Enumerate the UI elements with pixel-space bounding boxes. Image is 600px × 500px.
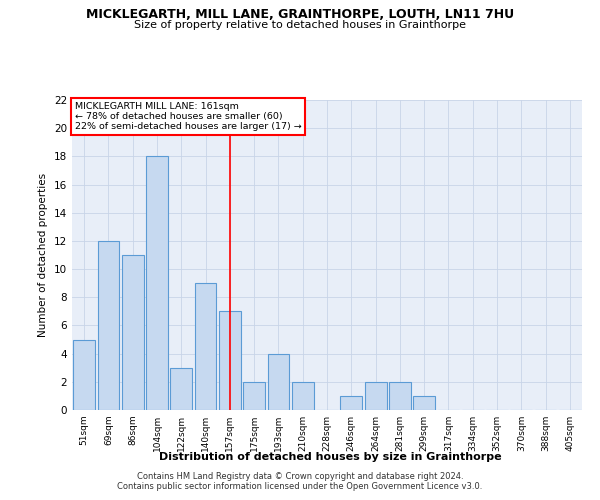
Bar xyxy=(170,368,192,410)
Bar xyxy=(413,396,435,410)
Bar xyxy=(122,255,143,410)
Bar xyxy=(194,283,217,410)
Bar xyxy=(73,340,95,410)
Bar xyxy=(292,382,314,410)
Text: MICKLEGARTH MILL LANE: 161sqm
← 78% of detached houses are smaller (60)
22% of s: MICKLEGARTH MILL LANE: 161sqm ← 78% of d… xyxy=(74,102,301,132)
Text: MICKLEGARTH, MILL LANE, GRAINTHORPE, LOUTH, LN11 7HU: MICKLEGARTH, MILL LANE, GRAINTHORPE, LOU… xyxy=(86,8,514,20)
Y-axis label: Number of detached properties: Number of detached properties xyxy=(38,173,49,337)
Bar xyxy=(389,382,411,410)
Text: Contains public sector information licensed under the Open Government Licence v3: Contains public sector information licen… xyxy=(118,482,482,491)
Bar xyxy=(365,382,386,410)
Text: Size of property relative to detached houses in Grainthorpe: Size of property relative to detached ho… xyxy=(134,20,466,30)
Bar xyxy=(146,156,168,410)
Text: Contains HM Land Registry data © Crown copyright and database right 2024.: Contains HM Land Registry data © Crown c… xyxy=(137,472,463,481)
Text: Distribution of detached houses by size in Grainthorpe: Distribution of detached houses by size … xyxy=(158,452,502,462)
Bar xyxy=(340,396,362,410)
Bar xyxy=(243,382,265,410)
Bar xyxy=(97,241,119,410)
Bar xyxy=(268,354,289,410)
Bar xyxy=(219,312,241,410)
